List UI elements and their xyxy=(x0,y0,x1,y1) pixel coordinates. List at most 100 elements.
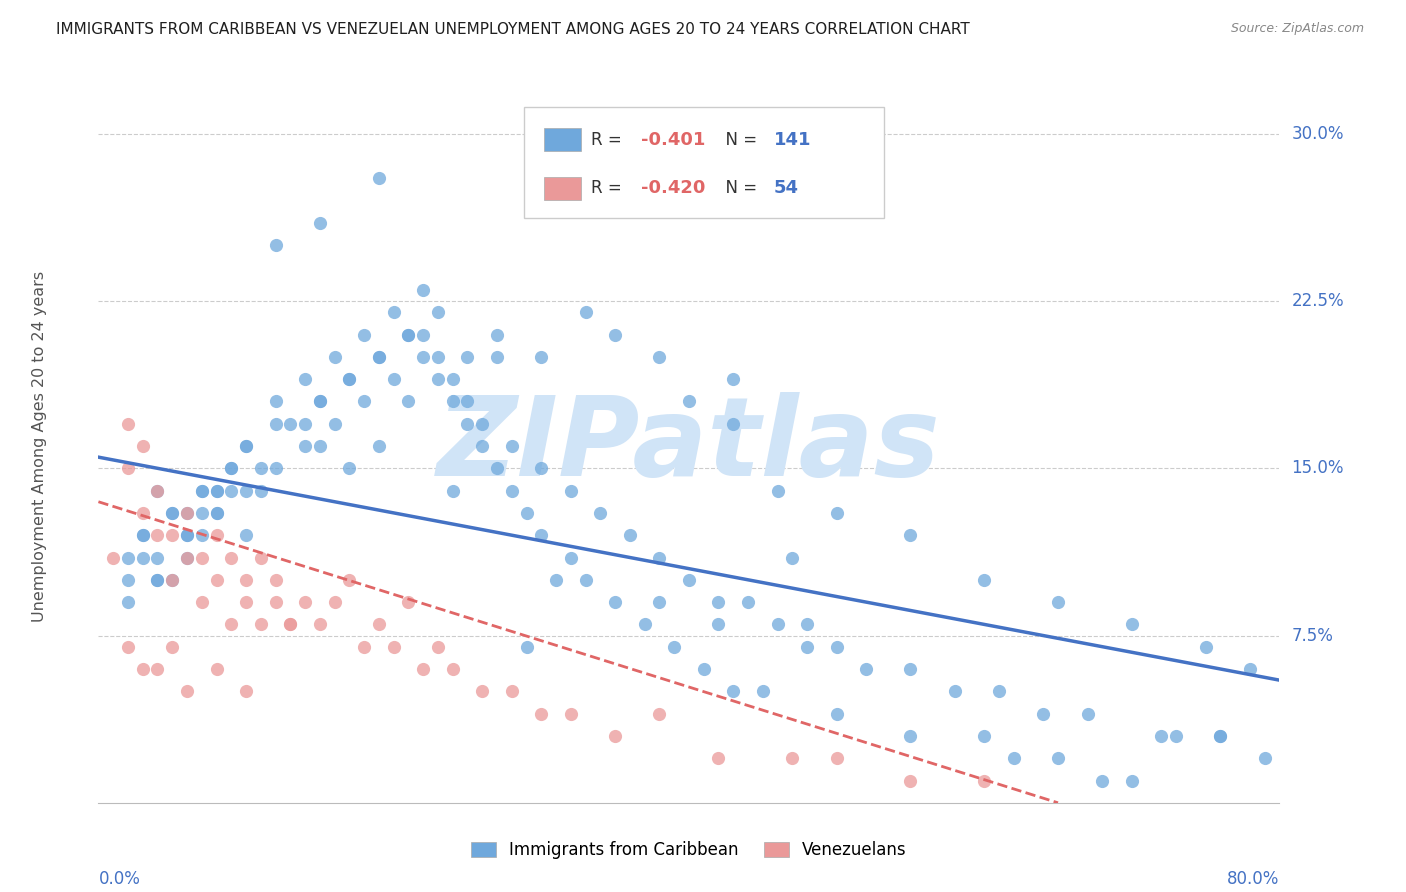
Point xyxy=(323,417,346,431)
Text: 54: 54 xyxy=(773,179,799,197)
Point xyxy=(176,528,198,542)
Point xyxy=(176,506,198,520)
Point xyxy=(132,528,155,542)
Point xyxy=(117,417,139,431)
Point xyxy=(235,439,257,453)
Point xyxy=(294,417,316,431)
Point xyxy=(1121,773,1143,788)
Text: 22.5%: 22.5% xyxy=(1291,292,1344,310)
Point xyxy=(619,528,641,542)
Point xyxy=(398,595,420,609)
Point xyxy=(1166,729,1188,743)
Point xyxy=(943,684,966,698)
Point xyxy=(146,550,169,565)
Point xyxy=(900,662,922,676)
Point xyxy=(619,194,641,208)
Point xyxy=(323,595,346,609)
Point xyxy=(117,595,139,609)
Point xyxy=(723,417,745,431)
Point xyxy=(988,684,1011,698)
Text: R =: R = xyxy=(591,130,627,149)
Point xyxy=(235,483,257,498)
Point xyxy=(648,595,671,609)
Point xyxy=(782,550,804,565)
Point xyxy=(382,372,405,386)
Point xyxy=(339,573,361,587)
Point xyxy=(191,528,214,542)
Point xyxy=(530,461,553,475)
Point xyxy=(191,595,214,609)
Point xyxy=(575,573,598,587)
Text: N =: N = xyxy=(714,130,762,149)
Point xyxy=(309,617,332,632)
Point xyxy=(205,573,228,587)
Point xyxy=(132,550,155,565)
Point xyxy=(368,350,391,364)
Text: ZIPatlas: ZIPatlas xyxy=(437,392,941,500)
Point xyxy=(205,483,228,498)
Point xyxy=(973,773,995,788)
Point xyxy=(117,461,139,475)
Point xyxy=(693,662,716,676)
Point xyxy=(796,617,818,632)
Point xyxy=(457,417,479,431)
Point xyxy=(368,617,391,632)
Point xyxy=(264,238,287,252)
Point xyxy=(264,394,287,409)
Text: 0.0%: 0.0% xyxy=(98,870,141,888)
Point xyxy=(132,662,155,676)
Point xyxy=(766,483,789,498)
Point xyxy=(191,483,214,498)
Point xyxy=(103,550,125,565)
Point xyxy=(294,439,316,453)
Point xyxy=(235,439,257,453)
Point xyxy=(117,573,139,587)
Point xyxy=(486,461,509,475)
Point xyxy=(1032,706,1054,721)
Point xyxy=(235,595,257,609)
Point xyxy=(294,595,316,609)
Point xyxy=(605,327,627,342)
Point xyxy=(323,350,346,364)
Text: N =: N = xyxy=(714,179,762,197)
Point xyxy=(205,528,228,542)
Point xyxy=(146,483,169,498)
Point xyxy=(648,550,671,565)
Point xyxy=(825,751,848,765)
Point xyxy=(825,640,848,654)
Point xyxy=(162,528,183,542)
Point xyxy=(309,439,332,453)
Point xyxy=(900,773,922,788)
Point xyxy=(146,483,169,498)
Point xyxy=(605,729,627,743)
Point xyxy=(221,550,243,565)
Point xyxy=(191,483,214,498)
Point xyxy=(382,305,405,319)
Point xyxy=(1239,662,1261,676)
Point xyxy=(471,439,494,453)
Point xyxy=(752,684,775,698)
Point xyxy=(398,327,420,342)
Point xyxy=(560,550,582,565)
FancyBboxPatch shape xyxy=(544,177,582,200)
Point xyxy=(398,394,420,409)
Point xyxy=(205,483,228,498)
Point xyxy=(221,483,243,498)
Point xyxy=(176,528,198,542)
Point xyxy=(132,439,155,453)
Point xyxy=(176,550,198,565)
Point xyxy=(176,684,198,698)
Point xyxy=(1195,640,1218,654)
Point xyxy=(796,640,818,654)
Point xyxy=(221,617,243,632)
Point xyxy=(280,617,302,632)
Point xyxy=(560,483,582,498)
Point xyxy=(530,350,553,364)
Point xyxy=(264,417,287,431)
Point xyxy=(132,528,155,542)
Point xyxy=(723,684,745,698)
Point xyxy=(427,350,450,364)
Point xyxy=(412,327,434,342)
Point xyxy=(825,506,848,520)
Point xyxy=(575,305,598,319)
